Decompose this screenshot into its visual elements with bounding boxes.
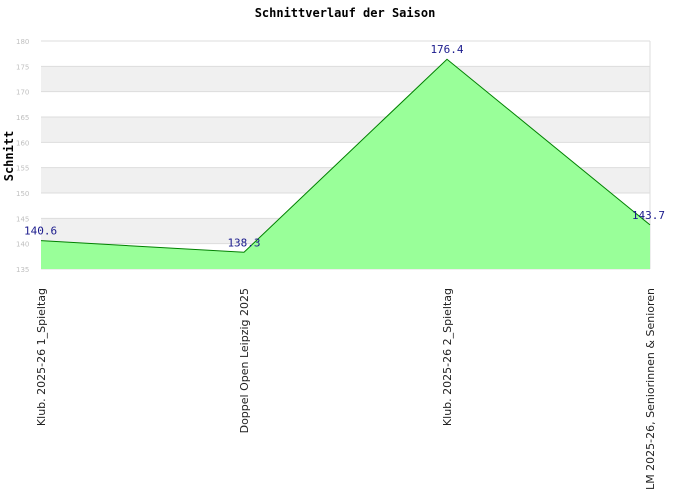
data-labels: 140.6 138.3 176.4 143.7 — [24, 43, 665, 249]
x-tick-label: Klub. 2025-26 2_Spieltag — [441, 288, 454, 426]
x-tick-label: LM 2025-26, Seniorinnen & Senioren — [644, 288, 657, 490]
data-label: 143.7 — [632, 209, 665, 222]
y-tick-label: 175 — [16, 63, 29, 71]
area-fill — [41, 59, 650, 269]
y-tick-labels: 135 140 145 150 155 160 165 170 175 180 — [16, 38, 29, 274]
y-tick-label: 155 — [16, 165, 29, 173]
series-area — [40, 58, 651, 269]
y-axis-label: Schnitt — [2, 131, 16, 182]
data-label: 140.6 — [24, 225, 57, 238]
y-tick-label: 140 — [16, 241, 29, 249]
y-tick-label: 150 — [16, 190, 29, 198]
y-tick-label: 165 — [16, 114, 29, 122]
y-tick-label: 180 — [16, 38, 29, 46]
data-label: 176.4 — [430, 43, 463, 56]
series-line — [40, 58, 651, 253]
y-tick-label: 135 — [16, 266, 29, 274]
x-tick-label: Doppel Open Leipzig 2025 — [238, 288, 251, 433]
grid-band — [41, 117, 650, 143]
chart-title: Schnittverlauf der Saison — [255, 6, 436, 20]
x-tick-label: Klub. 2025-26 1_Spieltag — [35, 288, 48, 426]
grid-band — [41, 66, 650, 92]
x-tick-labels: Klub. 2025-26 1_Spieltag Doppel Open Leip… — [35, 288, 657, 490]
y-tick-label: 160 — [16, 139, 29, 147]
y-tick-label: 170 — [16, 89, 29, 97]
y-tick-label: 145 — [16, 215, 29, 223]
data-label: 138.3 — [227, 236, 260, 249]
